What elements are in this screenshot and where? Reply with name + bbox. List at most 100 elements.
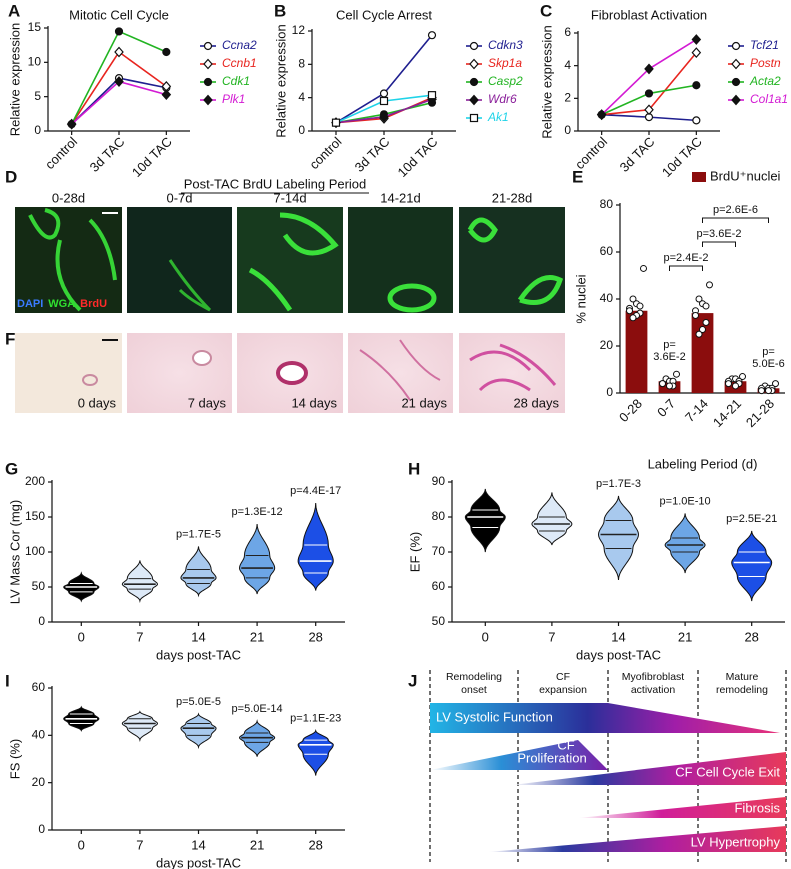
- x-tick-label: 3d TAC: [87, 134, 128, 175]
- bar: [625, 310, 648, 393]
- marker: [379, 89, 389, 98]
- legend-label: Casp2: [488, 74, 523, 88]
- image-detail: [387, 283, 437, 313]
- legend-label: Col1a1: [750, 92, 788, 106]
- data-point: [626, 307, 633, 315]
- p-value: p=1.7E-5: [176, 528, 221, 540]
- panel-label: H: [408, 459, 420, 478]
- legend-label: BrdU⁺nuclei: [710, 168, 781, 183]
- y-axis-label: Relative expression: [539, 25, 554, 138]
- violin-body: [121, 710, 158, 743]
- phase-label: Mature: [726, 671, 759, 683]
- data-point: [699, 326, 706, 334]
- process-shape: [430, 740, 608, 770]
- p-value: p=1.3E-12: [232, 506, 283, 518]
- phase-label: remodeling: [716, 684, 768, 696]
- y-tick-label: 80: [432, 509, 446, 523]
- legend-label: Acta2: [749, 74, 781, 88]
- legend-label: Ak1: [487, 110, 509, 124]
- chart-title: Fibroblast Activation: [591, 7, 707, 22]
- data-point: [702, 319, 710, 326]
- p-value: 3.6E-2: [653, 351, 685, 363]
- y-tick-label: 100: [25, 544, 45, 558]
- p-value: p=2.5E-21: [726, 513, 777, 525]
- marker: [66, 118, 77, 130]
- y-tick-label: 70: [432, 544, 446, 558]
- p-value: p=: [663, 339, 676, 351]
- p-value: p=5.0E-5: [176, 696, 221, 708]
- x-tick-label: 7: [136, 629, 143, 644]
- legend-marker: [469, 58, 479, 70]
- image: [237, 207, 343, 313]
- y-tick-label: 40: [32, 728, 46, 742]
- data-point: [706, 281, 713, 289]
- process-shape: [430, 703, 780, 733]
- x-tick-label: 14: [191, 837, 205, 852]
- image: [348, 333, 453, 413]
- process-label: LV Systolic Function: [436, 709, 553, 724]
- fluorescence-images: [15, 207, 565, 313]
- phase-label: activation: [631, 684, 676, 696]
- violin-body: [598, 495, 639, 581]
- panel-label: B: [274, 1, 286, 20]
- process-shape: [578, 797, 786, 818]
- y-tick-label: 0: [38, 614, 45, 628]
- data-point: [659, 380, 666, 388]
- legend-marker: [469, 77, 479, 87]
- violin-body: [464, 488, 506, 553]
- image: [348, 207, 453, 313]
- marker: [644, 63, 654, 75]
- y-tick-label: 150: [25, 509, 45, 523]
- legend-label: Plk1: [222, 92, 245, 106]
- y-tick-label: 50: [32, 579, 46, 593]
- phase-label: CF: [556, 671, 570, 683]
- p-value: p=4.4E-17: [290, 485, 341, 497]
- legend-marker: [203, 77, 213, 87]
- data-point: [629, 314, 637, 322]
- chart-title: Cell Cycle Arrest: [336, 7, 432, 22]
- marker: [427, 91, 437, 100]
- p-value: p=3.6E-2: [697, 228, 742, 240]
- chart-title: Mitotic Cell Cycle: [69, 7, 169, 22]
- marker: [692, 116, 701, 125]
- y-tick-label: 6: [564, 25, 571, 39]
- x-tick-label: 21-28: [743, 396, 777, 430]
- image-label: 7-14d: [273, 190, 306, 205]
- violin-body: [121, 560, 158, 603]
- image-detail: [359, 339, 441, 401]
- legend-marker: [203, 94, 213, 106]
- p-value: p=2.6E-6: [713, 204, 758, 216]
- y-tick-label: 0: [34, 123, 41, 137]
- x-tick-label: 0: [78, 629, 85, 644]
- x-tick-label: 10d TAC: [129, 134, 175, 180]
- data-point: [725, 380, 732, 388]
- legend-label: Cdk1: [222, 74, 250, 88]
- image: [459, 207, 565, 313]
- series-line: [601, 38, 697, 116]
- phase-label: onset: [461, 684, 487, 696]
- violin-body: [731, 530, 773, 602]
- image-title: Post-TAC BrdU Labeling Period: [184, 176, 367, 191]
- process-label: Fibrosis: [734, 800, 780, 815]
- image-detail: [168, 259, 212, 312]
- image: [127, 207, 232, 313]
- bar: [691, 313, 714, 393]
- marker: [161, 89, 172, 101]
- x-axis-label: Labeling Period (d): [648, 456, 758, 471]
- legend-marker: [731, 58, 741, 70]
- series-line: [70, 50, 167, 125]
- y-axis-label: EF (%): [407, 532, 422, 572]
- violin-body: [180, 546, 217, 598]
- legend-label: Ccnb1: [222, 56, 257, 70]
- panel-label: F: [5, 329, 15, 348]
- data-point: [758, 387, 765, 395]
- violin-body: [664, 513, 706, 574]
- y-tick-label: 90: [432, 474, 446, 488]
- p-value: p=5.0E-14: [232, 703, 283, 715]
- panel-label: C: [540, 1, 552, 20]
- significance-bracket: [702, 241, 736, 247]
- y-tick-label: 50: [432, 614, 446, 628]
- panel-label: G: [5, 459, 18, 478]
- marker: [379, 96, 389, 106]
- schematic: Remodeling onset CF expansion Myofibrobl…: [429, 670, 787, 862]
